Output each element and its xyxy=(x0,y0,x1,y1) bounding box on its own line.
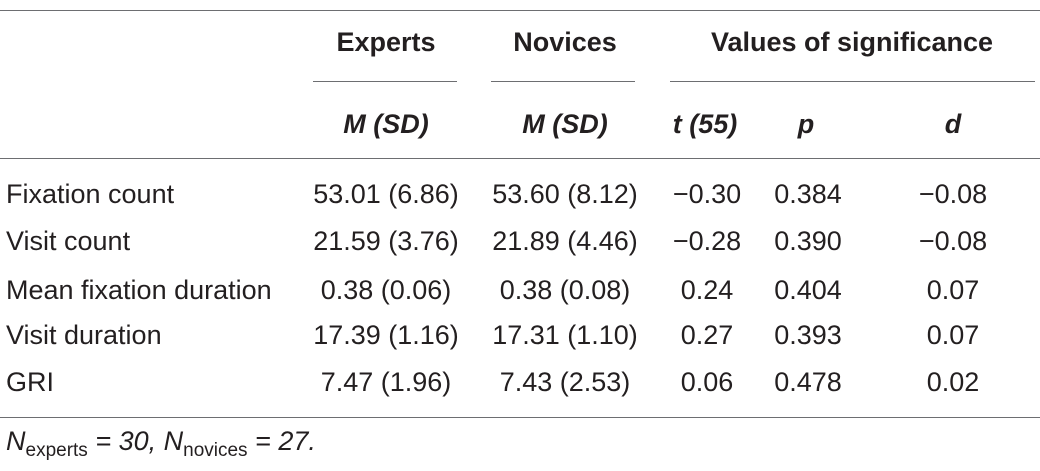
cell-t: 0.06 xyxy=(680,367,734,397)
subheader-d: d xyxy=(944,109,962,139)
table-footnote: Nexperts = 30, Nnovices = 27. xyxy=(6,426,316,461)
cell-d: −0.08 xyxy=(918,179,988,209)
experts-underline xyxy=(313,81,457,82)
subheader-p: p xyxy=(797,109,815,139)
cell-d: 0.07 xyxy=(926,320,980,350)
cell-t: −0.28 xyxy=(672,226,742,256)
cell-d: 0.02 xyxy=(926,367,980,397)
row-label: Mean fixation duration xyxy=(6,275,272,305)
cell-novices: 17.31 (1.10) xyxy=(492,320,638,350)
cell-t: −0.30 xyxy=(672,179,742,209)
row-label: GRI xyxy=(6,367,55,397)
cell-experts: 17.39 (1.16) xyxy=(313,320,459,350)
cell-experts: 7.47 (1.96) xyxy=(320,367,452,397)
cell-experts: 21.59 (3.76) xyxy=(313,226,459,256)
cell-p: 0.478 xyxy=(774,367,842,397)
significance-underline xyxy=(670,81,1035,82)
note-n-novices-value: = 27. xyxy=(247,426,316,456)
cell-experts: 53.01 (6.86) xyxy=(313,179,459,209)
cell-t: 0.24 xyxy=(680,275,734,305)
cell-d: 0.07 xyxy=(926,275,980,305)
cell-d: −0.08 xyxy=(918,226,988,256)
row-label: Visit duration xyxy=(6,320,162,350)
note-n-experts-symbol: N xyxy=(6,426,26,456)
group-header-experts: Experts xyxy=(336,27,436,57)
cell-novices: 7.43 (2.53) xyxy=(499,367,631,397)
subheader-t: t (55) xyxy=(672,109,738,139)
cell-p: 0.384 xyxy=(774,179,842,209)
cell-p: 0.393 xyxy=(774,320,842,350)
header-bottom-rule xyxy=(0,158,1040,159)
cell-novices: 0.38 (0.08) xyxy=(499,275,631,305)
cell-experts: 0.38 (0.06) xyxy=(320,275,452,305)
top-rule xyxy=(0,10,1040,11)
group-header-significance: Values of significance xyxy=(710,27,994,57)
note-n-experts-value: = 30, xyxy=(87,426,164,456)
note-n-experts-subscript: experts xyxy=(25,440,88,461)
cell-t: 0.27 xyxy=(680,320,734,350)
subheader-experts: M (SD) xyxy=(343,109,429,139)
row-label: Visit count xyxy=(6,226,131,256)
group-header-novices: Novices xyxy=(513,27,617,57)
novices-underline xyxy=(491,81,635,82)
subheader-novices: M (SD) xyxy=(522,109,608,139)
cell-p: 0.404 xyxy=(774,275,842,305)
table-bottom-rule xyxy=(0,417,1040,418)
row-label: Fixation count xyxy=(6,179,175,209)
cell-novices: 21.89 (4.46) xyxy=(492,226,638,256)
cell-novices: 53.60 (8.12) xyxy=(492,179,638,209)
cell-p: 0.390 xyxy=(774,226,842,256)
note-n-novices-subscript: novices xyxy=(183,440,248,461)
note-n-novices-symbol: N xyxy=(163,426,184,456)
